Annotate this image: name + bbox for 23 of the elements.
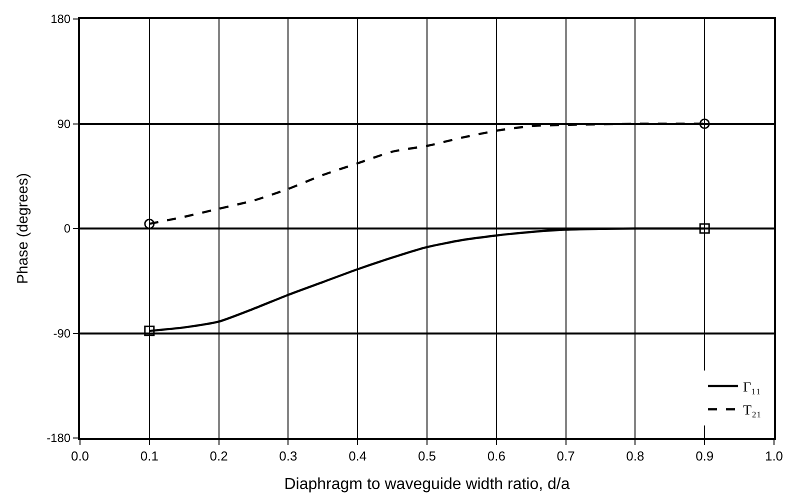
x-tick-label: 0.2 xyxy=(210,448,228,464)
x-tick-label: 0.0 xyxy=(70,448,90,464)
x-tick-label: 1.0 xyxy=(764,448,784,464)
legend-label: Γ₁₁ xyxy=(743,380,761,396)
y-tick-label: -90 xyxy=(53,326,71,340)
x-tick-label: 0.1 xyxy=(140,448,158,464)
x-tick-label: 0.3 xyxy=(279,448,298,464)
x-tick-label: 0.7 xyxy=(556,448,575,464)
x-tick-label: 0.8 xyxy=(626,448,644,464)
x-tick-label: 0.5 xyxy=(418,448,436,464)
x-tick-label: 0.9 xyxy=(696,448,714,464)
x-tick-label: 0.4 xyxy=(348,448,367,464)
x-axis-title: Diaphragm to waveguide width ratio, d/a xyxy=(284,476,570,493)
point xyxy=(699,223,710,234)
point xyxy=(144,326,155,336)
y-tick-label: -180 xyxy=(46,431,71,446)
y-axis-title: Phase (degrees) xyxy=(14,173,32,284)
y-tick-label: 180 xyxy=(50,12,71,26)
point xyxy=(699,118,710,129)
y-tick-label: 90 xyxy=(57,116,71,131)
y-tick-label: 0 xyxy=(64,222,71,236)
legend-label: T₂₁ xyxy=(743,404,762,419)
x-tick-label: 0.6 xyxy=(487,448,506,464)
